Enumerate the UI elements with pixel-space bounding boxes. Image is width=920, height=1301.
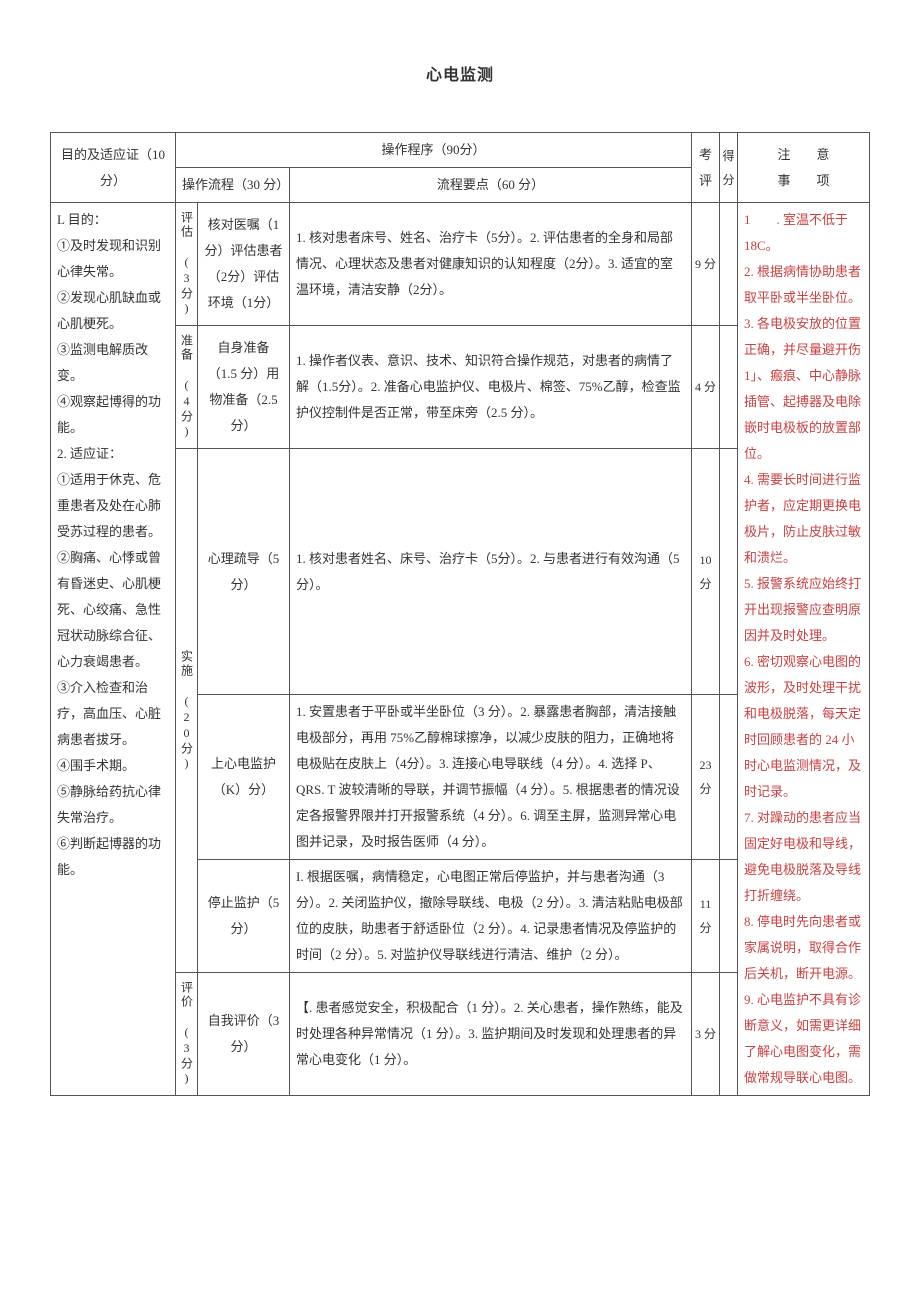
- header-row-1: 目的及适应证（10分） 操作程序（90分） 考评 得分 注 意 事 项: [51, 133, 870, 168]
- points-cell: I. 根据医嘱，病情稳定，心电图正常后停监护，并与患者沟通（3 分）。2. 关闭…: [290, 860, 692, 973]
- score-cell: [720, 326, 738, 449]
- hdr-score: 得分: [720, 133, 738, 203]
- eval-cell: 23分: [692, 695, 720, 860]
- score-cell: [720, 695, 738, 860]
- eval-cell: 3 分: [692, 973, 720, 1096]
- note-item: 8. 停电时先向患者或家属说明，取得合作后关机，断开电源。: [744, 909, 863, 987]
- note-item: 6. 密切观察心电图的波形，及时处理干扰和电极脱落，每天定时回顾患者的 24 小…: [744, 649, 863, 805]
- score-cell: [720, 973, 738, 1096]
- hdr-eval: 考评: [692, 133, 720, 203]
- table-row: L 目的： ①及时发现和识别心律失常。 ②发现心肌缺血或心肌梗死。 ③监测电解质…: [51, 203, 870, 326]
- note-item: 5. 报警系统应始终打开出现报警应查明原因并及时处理。: [744, 571, 863, 649]
- hdr-procedure: 操作程序（90分）: [176, 133, 692, 168]
- flow-cell: 停止监护（5分）: [198, 860, 290, 973]
- score-cell: [720, 203, 738, 326]
- hdr-notes: 注 意 事 项: [738, 133, 870, 203]
- page-title: 心电监测: [50, 60, 870, 92]
- eval-cell: 9 分: [692, 203, 720, 326]
- scoring-table: 目的及适应证（10分） 操作程序（90分） 考评 得分 注 意 事 项 操作流程…: [50, 132, 870, 1096]
- flow-cell: 自身准备（1.5 分）用物准备（2.5 分）: [198, 326, 290, 449]
- points-cell: 1. 核对患者床号、姓名、治疗卡（5分）。2. 评估患者的全身和局部情况、心理状…: [290, 203, 692, 326]
- note-item: 2. 根据病情协助患者取平卧或半坐卧位。: [744, 259, 863, 311]
- eval-cell: 10分: [692, 449, 720, 695]
- hdr-points: 流程要点（60 分）: [290, 168, 692, 203]
- score-cell: [720, 449, 738, 695]
- hdr-flow: 操作流程（30 分）: [176, 168, 290, 203]
- points-cell: 1. 操作者仪表、意识、技术、知识符合操作规范，对患者的病情了解（1.5分）。2…: [290, 326, 692, 449]
- points-cell: 1. 安置患者于平卧或半坐卧位（3 分）。2. 暴露患者胸部，清洁接触电极部分，…: [290, 695, 692, 860]
- flow-cell: 上心电监护（K）分）: [198, 695, 290, 860]
- purpose-cell: L 目的： ①及时发现和识别心律失常。 ②发现心肌缺血或心肌梗死。 ③监测电解质…: [51, 203, 176, 1096]
- points-cell: 1. 核对患者姓名、床号、治疗卡（5分）。2. 与患者进行有效沟通（5 分）。: [290, 449, 692, 695]
- hdr-purpose: 目的及适应证（10分）: [51, 133, 176, 203]
- note-item: 7. 对躁动的患者应当固定好电极和导线，避免电极脱落及导线打折缠绕。: [744, 805, 863, 909]
- flow-cell: 核对医嘱（1分）评估患者（2分）评估环境（1分）: [198, 203, 290, 326]
- notes-cell: 1 . 室温不低于18C。2. 根据病情协助患者取平卧或半坐卧位。3. 各电极安…: [738, 203, 870, 1096]
- stage-assess: 评估 (3分): [176, 203, 198, 326]
- stage-prepare: 准备 (4分): [176, 326, 198, 449]
- eval-cell: 4 分: [692, 326, 720, 449]
- score-cell: [720, 860, 738, 973]
- stage-evaluate: 评价 (3分): [176, 973, 198, 1096]
- stage-implement: 实施 (20分): [176, 449, 198, 973]
- note-item: 9. 心电监护不具有诊断意义，如需更详细了解心电图变化，需做常规导联心电图。: [744, 987, 863, 1091]
- note-item: 3. 各电极安放的位置正确，并尽量避开伤 1」、瘢痕、中心静脉插管、起搏器及电除…: [744, 311, 863, 467]
- points-cell: 【. 患者感觉安全，积极配合（1 分）。2. 关心患者，操作熟练，能及时处理各种…: [290, 973, 692, 1096]
- eval-cell: 11分: [692, 860, 720, 973]
- note-item: 4. 需要长时间进行监护者，应定期更换电极片，防止皮肤过敏和溃烂。: [744, 467, 863, 571]
- flow-cell: 心理疏导（5分）: [198, 449, 290, 695]
- flow-cell: 自我评价（3分）: [198, 973, 290, 1096]
- note-item: 1 . 室温不低于18C。: [744, 207, 863, 259]
